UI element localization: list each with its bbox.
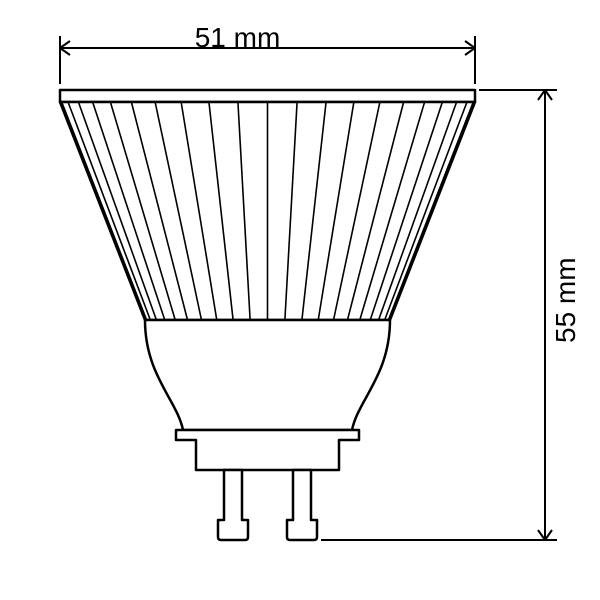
- width-dimension-label: 51 mm: [0, 22, 475, 54]
- drawing-svg: [0, 0, 600, 600]
- height-dimension-label: 55 mm: [550, 0, 582, 600]
- dimension-diagram: 51 mm 55 mm: [0, 0, 600, 600]
